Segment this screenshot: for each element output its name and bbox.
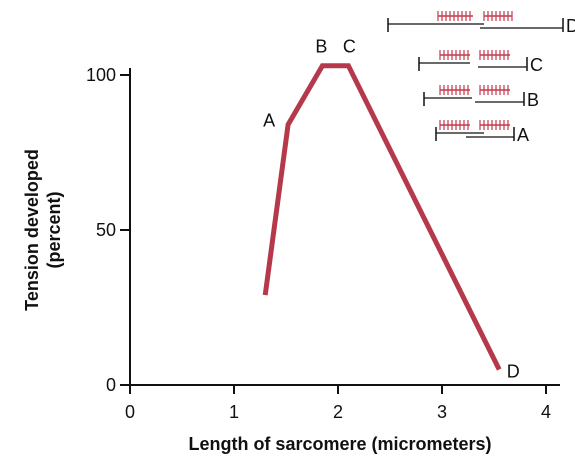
- y-axis-title-line2: (percent): [44, 191, 64, 268]
- y-tick-label: 50: [96, 220, 116, 240]
- point-label-b: B: [315, 37, 327, 57]
- sarcomere-diagram: B: [423, 85, 539, 110]
- inset-label: B: [527, 90, 539, 110]
- y-tick-label: 100: [86, 65, 116, 85]
- x-tick-label: 3: [437, 402, 447, 422]
- axes: [120, 68, 560, 386]
- sarcomere-diagram: D: [387, 11, 575, 36]
- sarcomere-diagram: C: [418, 50, 543, 75]
- x-tick-label: 1: [229, 402, 239, 422]
- sarcomere-inset: D CBA: [387, 11, 575, 145]
- point-labels: A B C D: [263, 37, 520, 382]
- x-tick-label: 0: [125, 402, 135, 422]
- inset-label: C: [530, 55, 543, 75]
- curve-layer: [262, 63, 502, 371]
- inset-label: A: [517, 125, 529, 145]
- point-label-c: C: [343, 37, 356, 57]
- y-tick-label: 0: [106, 375, 116, 395]
- x-axis-title: Length of sarcomere (micrometers): [188, 434, 491, 454]
- ticks: 0 1 2 3 4 0 50 100: [86, 65, 551, 422]
- inset-label: D: [566, 16, 575, 36]
- point-label-d: D: [507, 362, 520, 382]
- x-tick-label: 2: [333, 402, 343, 422]
- x-tick-label: 4: [541, 402, 551, 422]
- point-label-a: A: [263, 111, 275, 131]
- tension-curve: [262, 63, 502, 371]
- sarcomere-diagram: A: [435, 120, 529, 145]
- y-axis-title-line1: Tension developed: [22, 149, 42, 311]
